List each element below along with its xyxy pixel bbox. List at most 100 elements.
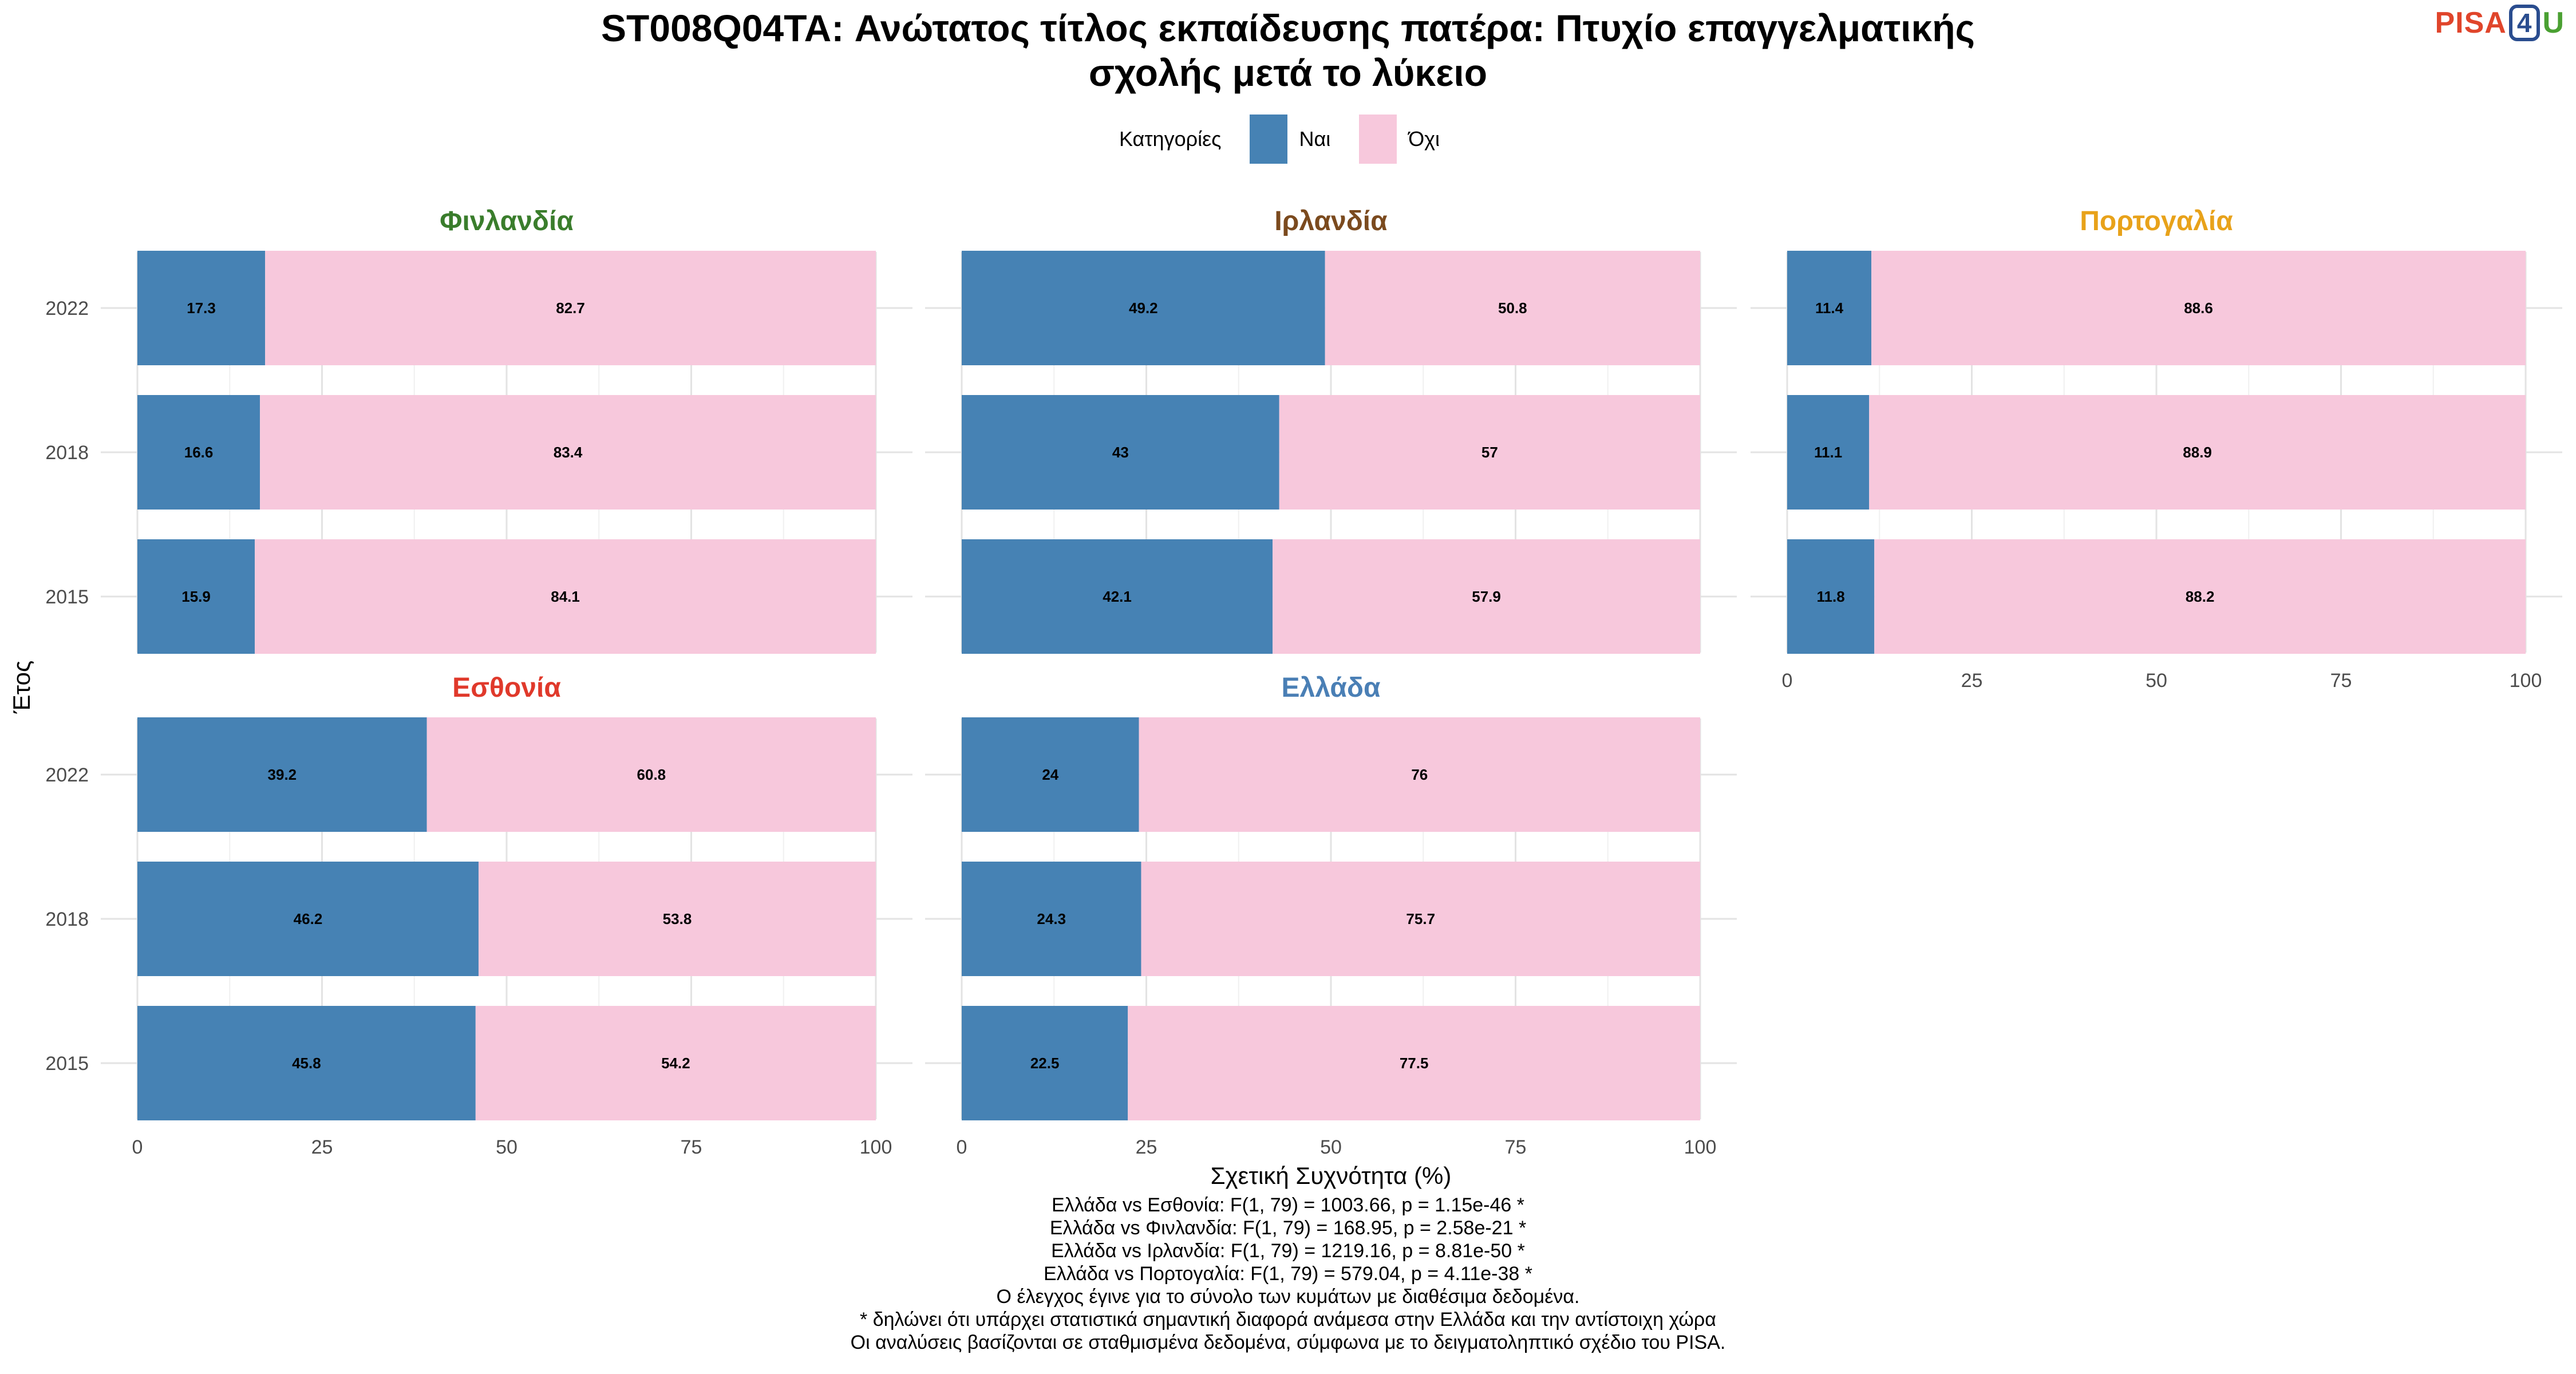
faceted-stacked-bar-chart: Φινλανδία 17.3 82.7 2022 16.6 83.4 2018 15.9 84.… [8,206,2562,1189]
legend-label-yes: Ναι [1299,127,1331,151]
y-tick-label: 2015 [45,586,89,608]
x-tick-label: 25 [1961,670,1983,692]
legend-key-yes [1250,114,1288,164]
bar-no [1874,539,2526,654]
data-label-yes: 16.6 [184,444,214,461]
data-label-no: 83.4 [554,444,583,461]
bar-yes [962,717,1139,832]
bar-no [1325,251,1700,365]
data-label-no: 57 [1481,444,1498,461]
footnote: Ελλάδα vs Εσθονία: F(1, 79) = 1003.66, p… [1051,1194,1524,1216]
bar-no [1871,251,2526,365]
bar-yes [1787,539,1875,654]
x-tick-label: 100 [1684,1136,1717,1158]
y-tick-label: 2022 [45,764,89,786]
data-label-no: 57.9 [1472,588,1501,605]
panel-title: Ελλάδα [1282,673,1381,703]
x-tick-label: 50 [1320,1136,1342,1158]
bar-yes [137,251,266,365]
y-tick-label: 2015 [45,1053,89,1075]
legend-label-no: Όχι [1408,127,1440,151]
data-label-no: 88.2 [2186,588,2215,605]
x-axis-title: Σχετική Συχνότητα (%) [1211,1162,1452,1189]
data-label-yes: 17.3 [187,299,216,317]
bar-yes [137,539,255,654]
bar-no [1139,717,1700,832]
bar-no [260,395,876,510]
data-label-no: 54.2 [661,1055,690,1072]
data-label-no: 50.8 [1498,299,1527,317]
panel-title: Φινλανδία [440,206,574,236]
bar-no [265,251,876,365]
title-line-2: σχολής μετά το λύκειο [1088,52,1488,94]
bar-yes [962,862,1141,976]
x-tick-label: 100 [2510,670,2542,692]
legend-key-no [1359,114,1397,164]
bar-yes [962,539,1273,654]
legend-title: Κατηγορίες [1119,127,1222,151]
bar-yes [1787,251,1872,365]
data-label-yes: 46.2 [294,910,323,927]
pisa4u-logo: PISA 4 U [2435,5,2565,41]
x-tick-label: 75 [681,1136,702,1158]
y-tick-label: 2018 [45,909,89,930]
x-tick-label: 0 [957,1136,967,1158]
data-label-yes: 11.8 [1817,588,1845,605]
footnote: Ελλάδα vs Πορτογαλία: F(1, 79) = 579.04,… [1044,1263,1532,1285]
bar-no [1128,1006,1700,1120]
y-axis-title: Έτος [8,661,35,714]
data-label-no: 88.9 [2183,444,2212,461]
x-tick-label: 75 [1505,1136,1527,1158]
bar-yes [1787,395,1870,510]
bar-no [475,1006,876,1120]
panel-title: Εσθονία [452,673,561,703]
title-line-1: ST008Q04TA: Ανώτατος τίτλος εκπαίδευσης … [601,7,1975,49]
footnote: Οι αναλύσεις βασίζονται σε σταθμισμένα δ… [850,1332,1726,1353]
y-tick-label: 2018 [45,442,89,464]
data-label-yes: 11.4 [1815,299,1844,317]
x-tick-label: 50 [496,1136,517,1158]
bar-yes [137,717,427,832]
x-tick-label: 25 [311,1136,333,1158]
footnote: Ελλάδα vs Φινλανδία: F(1, 79) = 168.95, … [1049,1217,1527,1239]
data-label-yes: 15.9 [181,588,211,605]
bar-no [426,717,876,832]
bar-no [1141,862,1700,976]
data-label-yes: 24 [1042,766,1058,783]
bar-no [478,862,876,976]
data-label-no: 75.7 [1406,910,1435,927]
data-label-no: 82.7 [556,299,585,317]
data-label-no: 76 [1411,766,1428,783]
data-label-yes: 11.1 [1814,444,1842,461]
x-tick-label: 75 [2330,670,2352,692]
bar-yes [137,395,260,510]
x-tick-label: 0 [1782,670,1793,692]
data-label-yes: 24.3 [1037,910,1066,927]
data-label-no: 84.1 [551,588,580,605]
footnote: Ελλάδα vs Ιρλανδία: F(1, 79) = 1219.16, … [1051,1240,1525,1262]
data-label-yes: 22.5 [1030,1055,1060,1072]
data-label-yes: 39.2 [268,766,297,783]
bar-yes [962,1006,1128,1120]
data-label-yes: 43 [1112,444,1129,461]
data-label-yes: 42.1 [1103,588,1132,605]
x-tick-label: 0 [132,1136,143,1158]
legend: Κατηγορίες Ναι Όχι [0,114,2576,164]
chart-title: ST008Q04TA: Ανώτατος τίτλος εκπαίδευσης … [0,6,2576,95]
data-label-yes: 45.8 [292,1055,321,1072]
x-tick-label: 25 [1136,1136,1157,1158]
y-tick-label: 2022 [45,298,89,319]
footnotes: Ελλάδα vs Εσθονία: F(1, 79) = 1003.66, p… [0,1194,2576,1354]
data-label-no: 88.6 [2184,299,2213,317]
x-tick-label: 50 [2146,670,2167,692]
data-label-yes: 49.2 [1129,299,1158,317]
bar-yes [962,395,1279,510]
footnote: * δηλώνει ότι υπάρχει στατιστικά σημαντι… [860,1309,1716,1330]
data-label-no: 77.5 [1400,1055,1429,1072]
bar-yes [137,862,479,976]
data-label-no: 53.8 [663,910,692,927]
bar-no [255,539,876,654]
panel-title: Πορτογαλία [2080,206,2233,236]
bar-no [1273,539,1700,654]
x-tick-label: 100 [860,1136,892,1158]
